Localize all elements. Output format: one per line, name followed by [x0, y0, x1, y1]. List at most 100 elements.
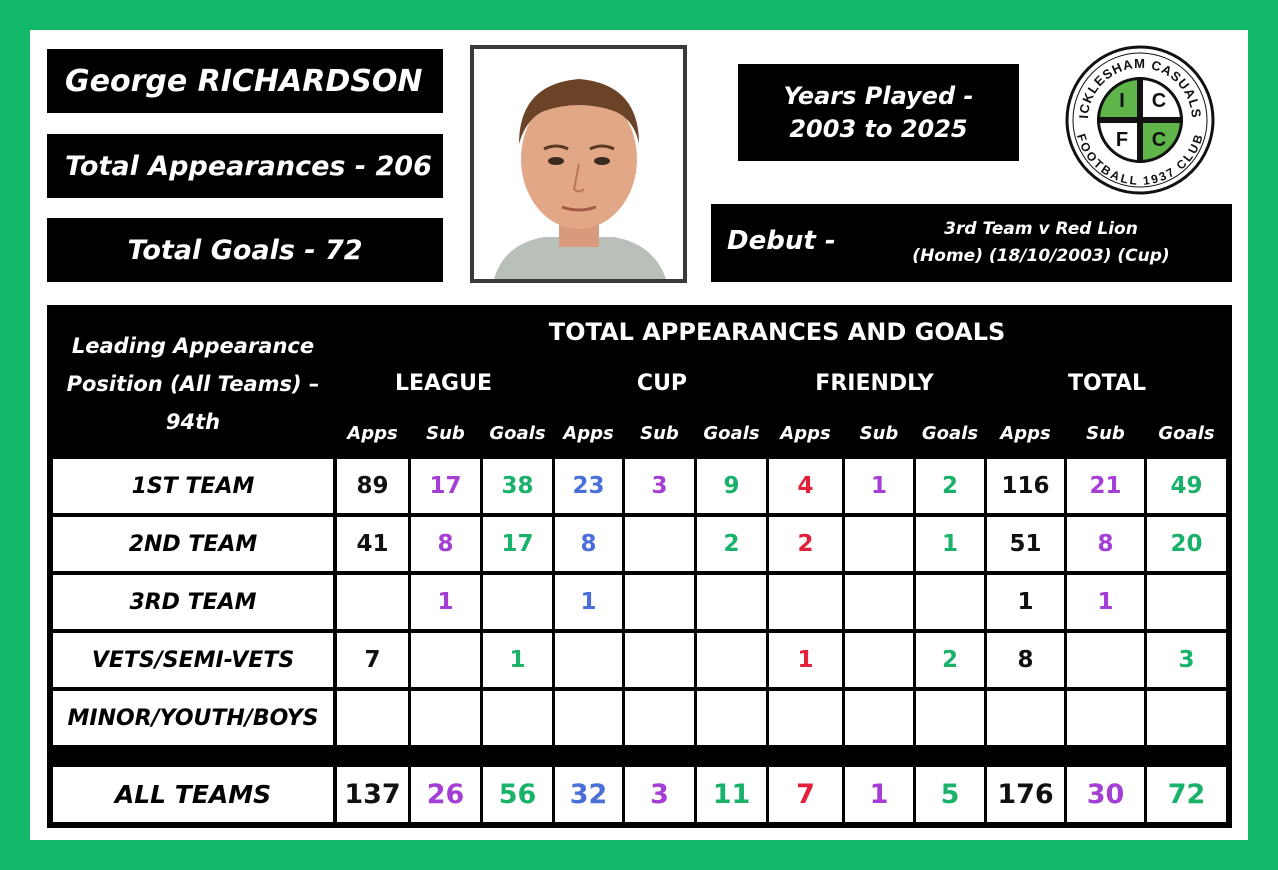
debut-line2: (Home) (18/10/2003) (Cup) [912, 246, 1170, 266]
table-cell [483, 691, 552, 745]
table-cell: 1 [845, 767, 913, 822]
years-played: Years Played - 2003 to 2025 [738, 64, 1019, 161]
table-cell: 32 [555, 767, 622, 822]
table-cell [697, 691, 766, 745]
table-cell: 9 [697, 459, 766, 513]
table-cell [845, 517, 913, 571]
column-header-apps: Apps [563, 423, 614, 444]
table-cell [845, 633, 913, 687]
table-cell: 23 [555, 459, 622, 513]
table-cell: 116 [987, 459, 1064, 513]
table-cell: 41 [337, 517, 408, 571]
table-cell: 1 [916, 517, 984, 571]
leading-position-line3: 94th [165, 410, 221, 434]
column-header-sub: Sub [426, 423, 465, 444]
total-appearances: Total Appearances - 206 [47, 134, 443, 198]
table-cell [697, 575, 766, 629]
table-cell [1067, 691, 1144, 745]
column-header-sub: Sub [1086, 423, 1125, 444]
debut-box: Debut - 3rd Team v Red Lion (Home) (18/1… [711, 204, 1232, 282]
table-cell [411, 691, 480, 745]
table-cell [625, 633, 694, 687]
table-cell: 72 [1147, 767, 1226, 822]
years-played-line2: 2003 to 2025 [789, 114, 968, 143]
table-cell [845, 691, 913, 745]
table-cell: 2 [916, 459, 984, 513]
table-cell: 4 [769, 459, 842, 513]
table-cell: 1 [411, 575, 480, 629]
table-cell [555, 633, 622, 687]
logo-letter-c2: C [1152, 129, 1166, 151]
table-cell: 26 [411, 767, 480, 822]
table-cell [555, 691, 622, 745]
table-cell: 49 [1147, 459, 1226, 513]
group-total: TOTAL [1067, 371, 1147, 396]
table-cell [1067, 633, 1144, 687]
table-cell: 2 [697, 517, 766, 571]
row-label: ALL TEAMS [53, 767, 333, 822]
table-cell: 17 [483, 517, 552, 571]
table-cell: 3 [1147, 633, 1226, 687]
row-label: 3RD TEAM [53, 575, 333, 629]
column-header-sub: Sub [859, 423, 899, 444]
row-label: MINOR/YOUTH/BOYS [53, 691, 333, 745]
debut-line1: 3rd Team v Red Lion [944, 219, 1138, 239]
table-cell [769, 575, 842, 629]
row-label: 2ND TEAM [53, 517, 333, 571]
column-header-goals: Goals [1158, 423, 1215, 444]
table-cell [697, 633, 766, 687]
leading-position-line1: Leading Appearance [71, 334, 315, 358]
table-cell: 17 [411, 459, 480, 513]
column-header-goals: Goals [921, 423, 979, 444]
column-header-apps: Apps [1000, 423, 1051, 444]
stats-table: Leading Appearance Position (All Teams) … [47, 305, 1232, 828]
group-league: LEAGUE [394, 371, 493, 396]
table-cell: 5 [916, 767, 984, 822]
table-cell [483, 575, 552, 629]
logo-letter-c1: C [1152, 90, 1166, 112]
table-cell: 21 [1067, 459, 1144, 513]
table-cell: 1 [769, 633, 842, 687]
table-cell: 20 [1147, 517, 1226, 571]
column-header-apps: Apps [347, 423, 398, 444]
player-photo [470, 45, 687, 283]
table-cell [916, 691, 984, 745]
group-friendly: FRIENDLY [815, 371, 934, 396]
logo-letter-f: F [1116, 129, 1128, 151]
table-cell: 137 [337, 767, 408, 822]
logo-letter-i: I [1119, 90, 1125, 112]
column-header-sub: Sub [640, 423, 679, 444]
table-cell [987, 691, 1064, 745]
table-cell [625, 691, 694, 745]
table-cell [769, 691, 842, 745]
years-played-line1: Years Played - [783, 81, 974, 110]
table-cell [845, 575, 913, 629]
table-cell [337, 691, 408, 745]
table-cell: 8 [1067, 517, 1144, 571]
leading-position: Leading Appearance Position (All Teams) … [53, 327, 333, 441]
table-cell: 30 [1067, 767, 1144, 822]
column-header-apps: Apps [780, 423, 831, 444]
debut-details: 3rd Team v Red Lion (Home) (18/10/2003) … [871, 216, 1211, 270]
table-cell: 7 [337, 633, 408, 687]
table-cell: 11 [697, 767, 766, 822]
table-cell [411, 633, 480, 687]
table-cell [1147, 575, 1226, 629]
table-cell: 56 [483, 767, 552, 822]
table-cell: 1 [483, 633, 552, 687]
table-cell [625, 517, 694, 571]
table-cell [337, 575, 408, 629]
table-cell: 8 [555, 517, 622, 571]
table-cell: 51 [987, 517, 1064, 571]
table-cell: 1 [845, 459, 913, 513]
table-cell: 38 [483, 459, 552, 513]
table-cell: 3 [625, 459, 694, 513]
table-cell: 1 [555, 575, 622, 629]
table-cell: 2 [916, 633, 984, 687]
table-cell: 3 [625, 767, 694, 822]
table-cell: 1 [987, 575, 1064, 629]
table-cell [916, 575, 984, 629]
table-cell [1147, 691, 1226, 745]
debut-label: Debut - [727, 226, 836, 256]
row-label: 1ST TEAM [53, 459, 333, 513]
